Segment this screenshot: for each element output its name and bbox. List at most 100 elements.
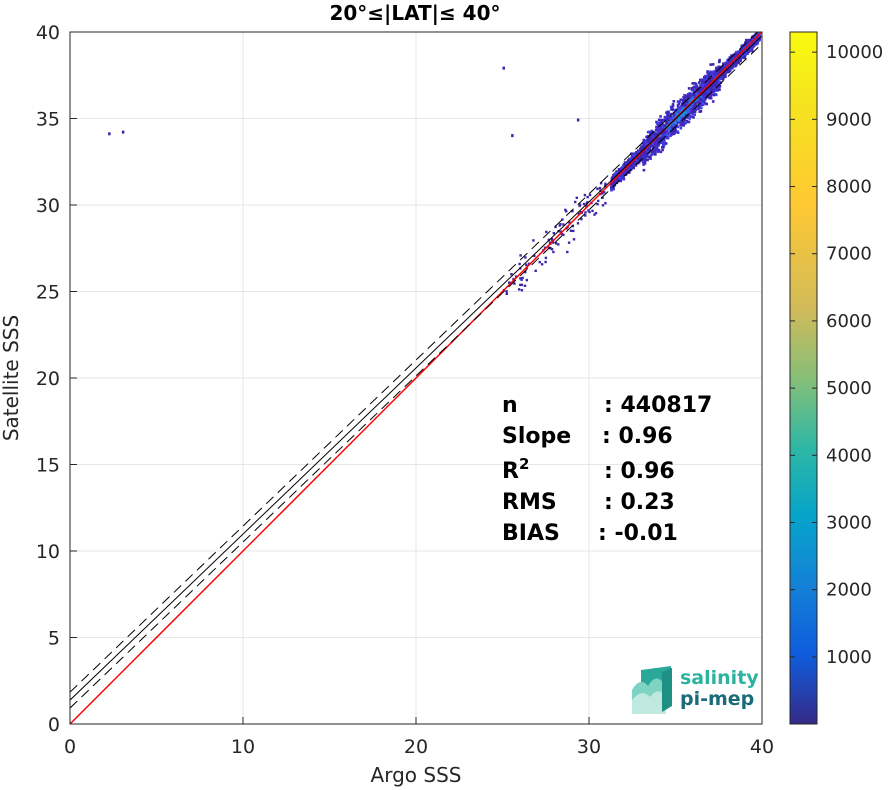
density-cell <box>674 123 677 127</box>
density-cell <box>673 113 677 117</box>
density-cell <box>679 124 682 127</box>
density-cell <box>714 67 718 70</box>
density-cell <box>726 63 729 67</box>
density-cell <box>701 84 705 87</box>
density-cell <box>669 112 672 116</box>
density-cell <box>603 191 606 194</box>
density-cell <box>524 256 527 259</box>
density-cell <box>654 138 657 142</box>
density-cell <box>711 63 715 66</box>
density-cell <box>658 137 662 141</box>
density-cell <box>731 65 734 69</box>
density-cell <box>623 164 627 168</box>
density-cell <box>738 54 742 58</box>
density-cell <box>705 78 708 81</box>
density-cell <box>718 70 722 74</box>
density-cell <box>688 96 692 100</box>
density-cell <box>648 130 651 134</box>
logo-line1: salinity <box>680 667 759 689</box>
density-cell <box>694 82 697 85</box>
density-cell <box>653 141 657 144</box>
density-cell <box>591 209 594 213</box>
density-cell <box>737 51 740 54</box>
density-cell <box>545 230 548 234</box>
density-cell <box>661 118 665 122</box>
fit-lines <box>70 32 762 724</box>
density-cell <box>662 131 665 135</box>
colorbar-ticks: 1000 2000 3000 4000 5000 6000 7000 8000 9000 1000… <box>790 42 883 668</box>
colorbar <box>789 31 818 725</box>
density-cell <box>699 83 702 86</box>
density-cell <box>710 84 714 88</box>
density-cell <box>683 114 687 117</box>
density-cell <box>691 112 695 116</box>
density-cell <box>665 128 668 131</box>
density-cell <box>691 88 695 92</box>
density-cell <box>692 106 696 110</box>
density-cell <box>655 133 658 136</box>
density-cell <box>708 90 712 94</box>
density-cell <box>583 193 587 197</box>
outlier-point <box>121 130 125 134</box>
density-cell <box>714 85 718 88</box>
density-cell <box>508 281 511 284</box>
colorbar-tick-label: 8000 <box>826 177 872 198</box>
density-cell <box>643 142 647 145</box>
density-cell <box>693 95 697 99</box>
density-cell <box>714 93 718 97</box>
density-cell <box>676 100 680 103</box>
density-cell <box>564 208 567 212</box>
density-cell <box>619 176 622 180</box>
density-cell <box>715 81 718 85</box>
density-cell <box>727 70 730 73</box>
density-cell <box>593 213 596 216</box>
density-cell <box>648 147 651 150</box>
density-cell <box>712 89 716 93</box>
colorbar-tick-label: 6000 <box>826 311 872 332</box>
density-cell <box>505 290 508 293</box>
density-cell <box>615 171 618 174</box>
density-cell <box>704 95 708 98</box>
density-cell <box>641 156 645 159</box>
density-cell <box>677 109 681 112</box>
density-cell <box>670 132 674 135</box>
density-cell <box>629 164 632 167</box>
density-cell <box>587 209 590 212</box>
stats-panel: n: 440817 Slope: 0.96 R2: 0.96 RMS: 0.23 BIA… <box>502 393 712 546</box>
stat-label: R2 <box>502 455 529 484</box>
density-cell <box>524 270 527 274</box>
density-cell <box>525 278 528 282</box>
density-cell <box>523 284 527 287</box>
density-cell <box>703 76 706 80</box>
density-cell <box>661 148 664 152</box>
density-cell <box>518 262 521 266</box>
density-cell <box>659 134 662 137</box>
density-cell <box>745 43 748 46</box>
density-cell <box>624 170 627 174</box>
density-cell <box>639 146 643 150</box>
density-cell <box>525 263 528 266</box>
density-cell <box>612 180 616 183</box>
density-cell <box>554 225 557 229</box>
density-cell <box>634 153 638 156</box>
density-cell <box>669 134 672 138</box>
density-cell <box>699 78 702 82</box>
density-cell <box>670 115 673 119</box>
density-cell <box>610 184 614 187</box>
density-cell <box>572 229 575 233</box>
density-cell <box>533 254 536 258</box>
density-cell <box>663 140 666 144</box>
density-cell <box>692 93 696 97</box>
density-cell <box>567 241 571 244</box>
density-cell <box>679 98 683 101</box>
density-cell <box>621 172 625 176</box>
density-cell <box>628 157 631 161</box>
stat-value: : 0.96 <box>602 424 673 449</box>
density-cell <box>585 205 588 208</box>
density-cell <box>703 86 706 90</box>
density-cell <box>619 173 623 176</box>
density-cell <box>664 136 667 140</box>
stat-label: BIAS <box>502 521 560 546</box>
density-cell <box>657 144 660 147</box>
density-cell <box>717 66 720 69</box>
